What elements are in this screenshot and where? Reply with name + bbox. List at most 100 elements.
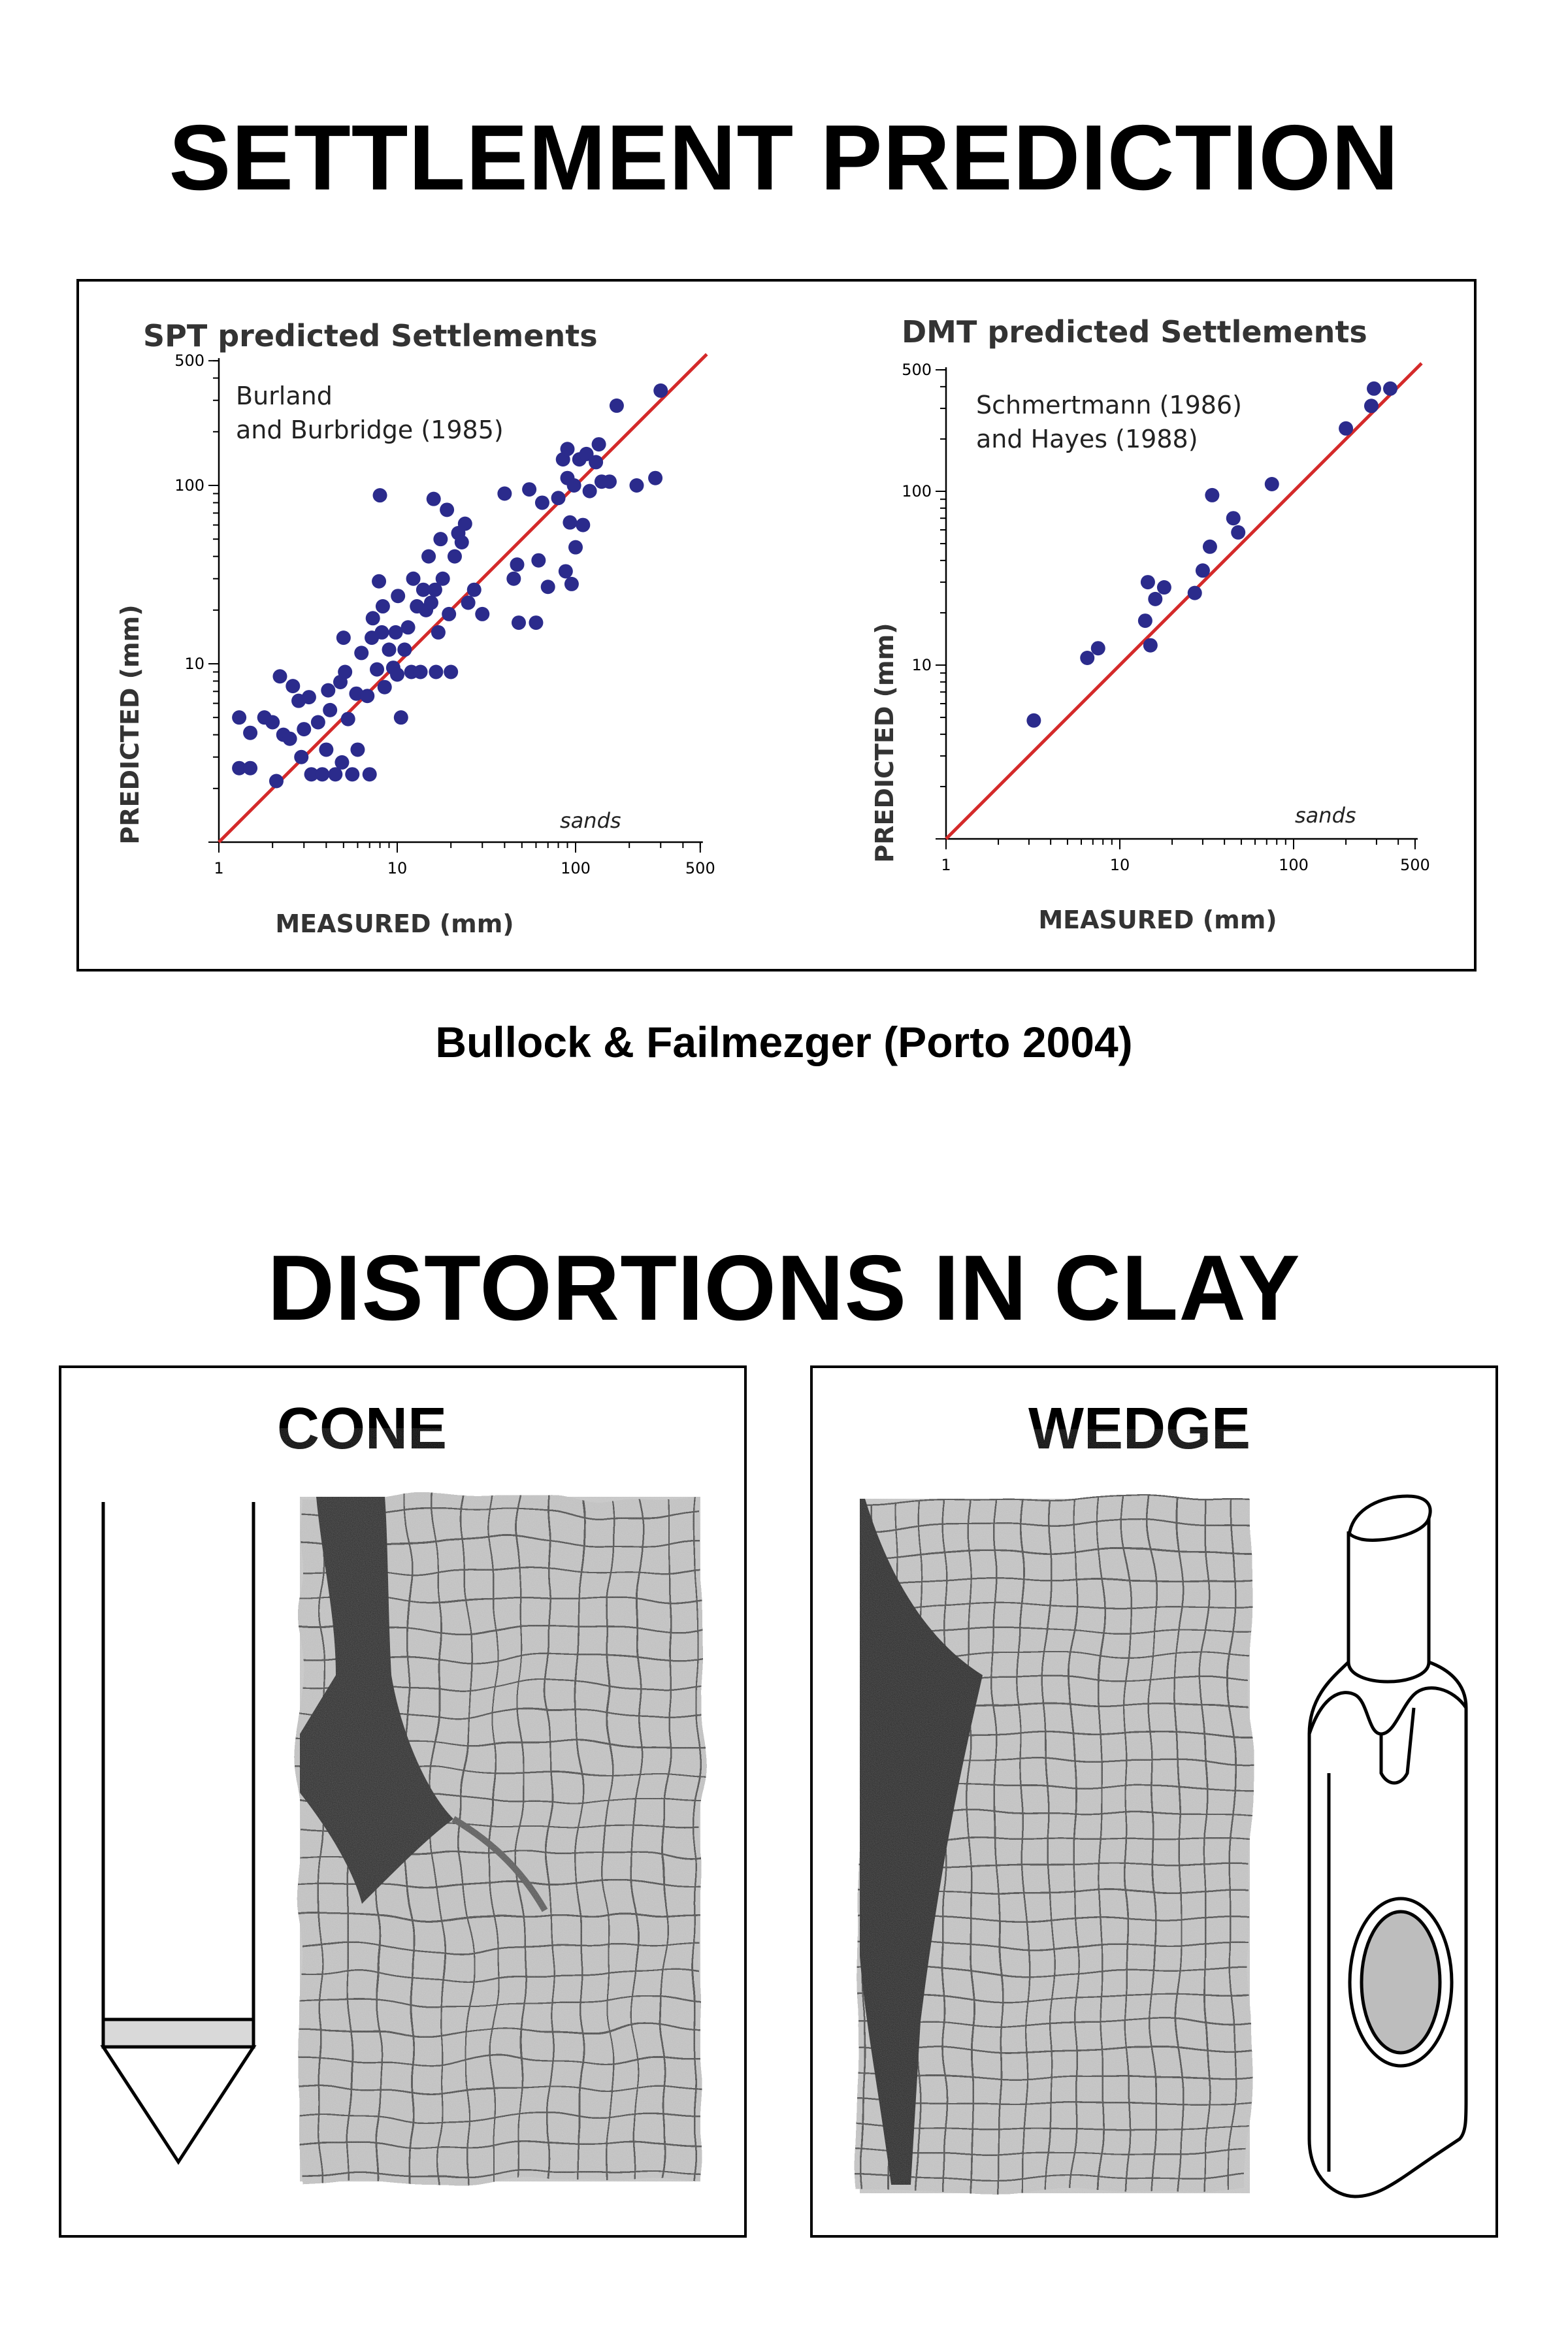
x-tick-label: 1 [941, 856, 951, 874]
chart-annotation: Burland and Burbridge (1985) [236, 382, 504, 444]
data-point [294, 749, 309, 764]
y-axis-label: PREDICTED (mm) [870, 623, 899, 862]
data-point [349, 686, 364, 701]
data-point [435, 571, 450, 586]
data-point [315, 767, 330, 782]
data-point [423, 595, 438, 610]
data-point [511, 615, 526, 630]
data-point [416, 582, 431, 597]
data-point [1205, 487, 1220, 502]
data-point [321, 683, 336, 698]
data-point [579, 446, 594, 461]
y-tick-label: 100 [174, 476, 204, 495]
x-tick-label: 1 [214, 859, 223, 877]
chart-2: DMT predicted Settlements 1 10 100 500 10 100 5… [870, 314, 1430, 934]
data-point [609, 398, 624, 413]
data-point [629, 478, 644, 493]
data-point [310, 715, 325, 730]
data-point [564, 576, 579, 591]
data-point [1140, 575, 1155, 590]
data-point [350, 742, 365, 757]
data-point [648, 470, 663, 485]
one-to-one-line [945, 362, 1423, 840]
annotation-line: Schmertmann (1986) [976, 391, 1242, 419]
data-point [1339, 421, 1354, 436]
data-point [1366, 381, 1381, 396]
data-point [390, 667, 404, 682]
data-point [589, 455, 604, 470]
data-point [534, 495, 549, 510]
data-point [558, 564, 573, 579]
data-point [345, 767, 360, 782]
data-point [433, 532, 448, 547]
x-axis-label: MEASURED (mm) [275, 909, 514, 938]
data-point [1148, 591, 1163, 606]
charts-svg: SPT predicted Settlements 1 10 100 500 10 100 5… [116, 314, 1430, 938]
data-point [461, 595, 476, 610]
data-point [391, 589, 406, 604]
data-point [272, 669, 287, 684]
data-point [374, 625, 389, 640]
data-point [576, 517, 591, 532]
data-point [372, 574, 387, 589]
x-tick-label: 100 [561, 859, 591, 877]
data-point [282, 731, 297, 746]
data-point [475, 606, 490, 621]
wedge-panel: WEDGE [810, 1365, 1498, 2238]
data-point [377, 679, 392, 694]
data-point [1226, 511, 1241, 526]
data-point [582, 483, 597, 498]
citation: Bullock & Failmezger (Porto 2004) [435, 1018, 1133, 1066]
data-point [431, 625, 446, 640]
data-point [301, 690, 316, 705]
y-tick-label: 100 [902, 482, 932, 500]
data-point [393, 710, 408, 725]
data-point [372, 488, 387, 503]
data-point [243, 760, 258, 776]
data-point [444, 664, 459, 679]
data-point [429, 664, 444, 679]
data-point [551, 491, 566, 506]
x-tick-label: 10 [387, 859, 408, 877]
y-axis-label: PREDICTED (mm) [116, 604, 144, 844]
cone-probe-drawing [100, 1502, 257, 2165]
data-point [304, 767, 319, 782]
data-point [1364, 399, 1379, 414]
data-point [447, 549, 462, 564]
data-point [522, 482, 537, 497]
data-point [1143, 638, 1158, 653]
chart-title: SPT predicted Settlements [143, 318, 598, 353]
cone-panel: CONE [59, 1365, 747, 2238]
data-point [602, 474, 617, 489]
data-point [340, 711, 355, 727]
annotation-line: Burland [236, 382, 333, 410]
data-point [1187, 585, 1202, 600]
data-point [510, 557, 525, 572]
data-point [1202, 539, 1217, 554]
y-tick-label: 500 [902, 361, 932, 379]
annotation-line: and Burbridge (1985) [236, 416, 504, 444]
data-point [375, 599, 390, 614]
wedge-grid-photo [860, 1499, 1250, 2193]
x-tick-label: 10 [1110, 856, 1130, 874]
data-point [413, 664, 428, 679]
data-point [506, 571, 521, 586]
data-point [335, 755, 350, 770]
data-point [1080, 650, 1095, 665]
y-tick-label: 10 [911, 656, 932, 674]
section-title: DISTORTIONS IN CLAY [267, 1236, 1301, 1340]
data-point [440, 502, 455, 517]
chart-annotation: Schmertmann (1986) and Hayes (1988) [976, 391, 1242, 453]
data-point [269, 774, 284, 789]
wedge-illustration [860, 1494, 1468, 2198]
data-point [232, 710, 247, 725]
data-point [265, 715, 280, 730]
data-point [1195, 563, 1210, 578]
data-point [365, 611, 380, 626]
cone-label: CONE [277, 1396, 448, 1462]
sands-label: sands [560, 808, 621, 833]
x-tick-label: 500 [685, 859, 715, 877]
data-point [370, 662, 385, 677]
data-point [457, 516, 472, 531]
y-tick-label: 500 [174, 351, 204, 370]
